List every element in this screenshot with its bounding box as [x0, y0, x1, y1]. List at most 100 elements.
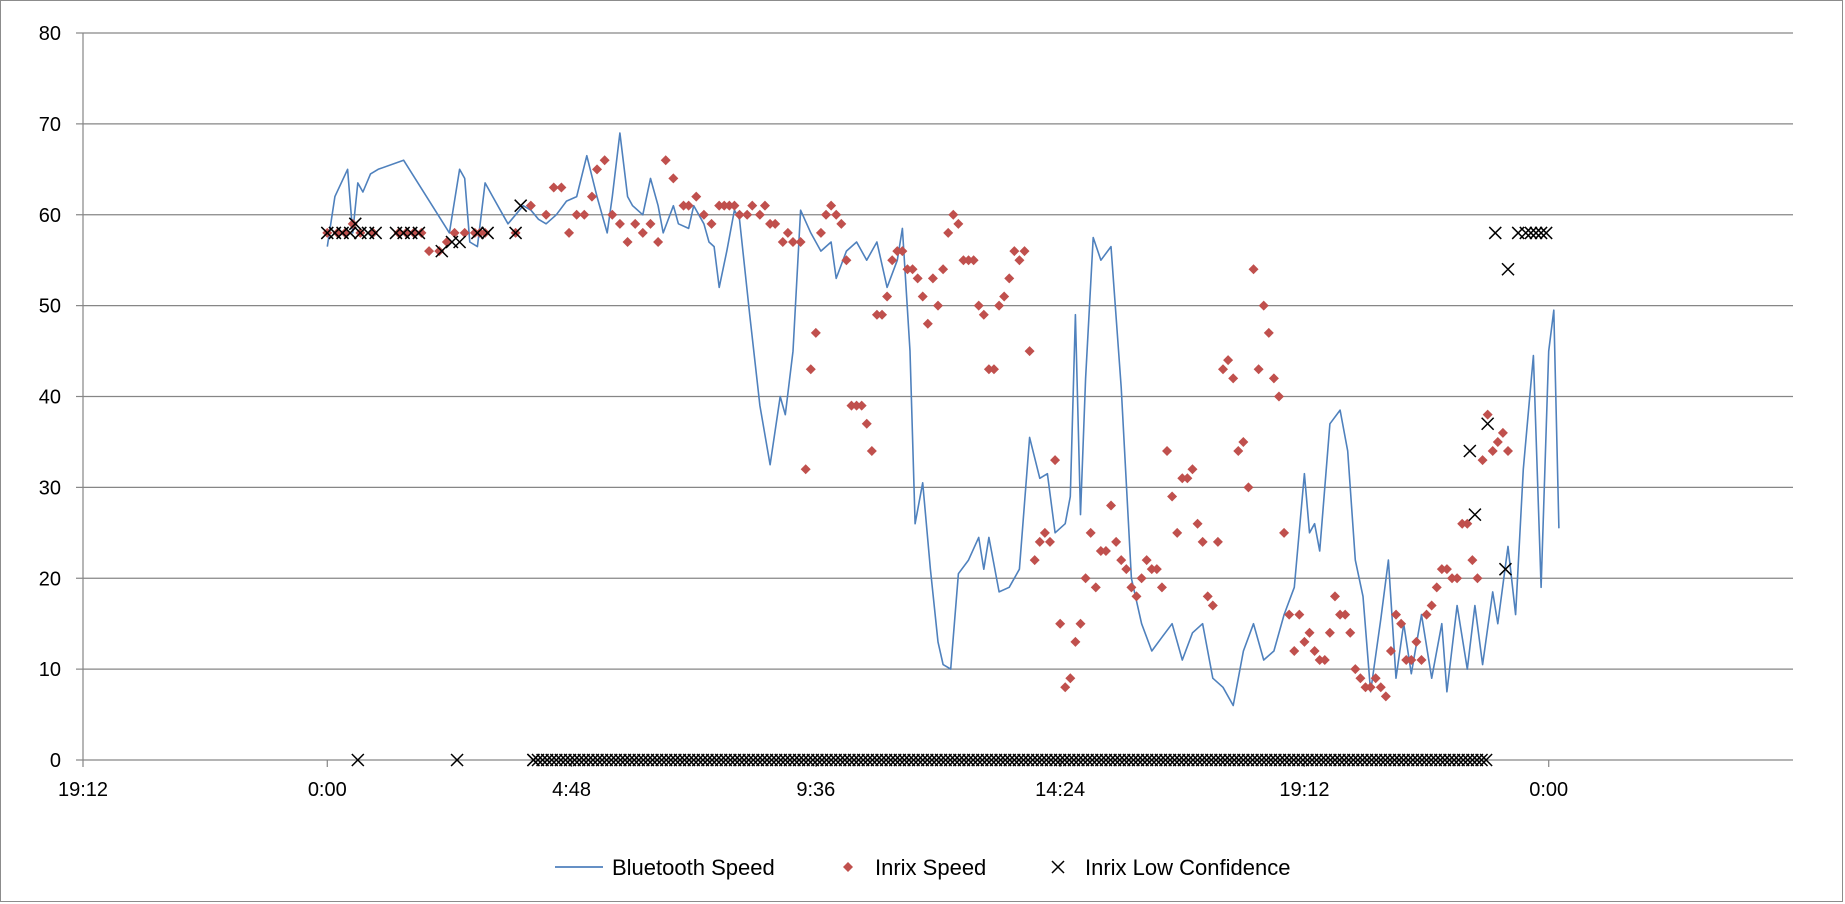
low-confidence-point	[1122, 753, 1136, 767]
inrix-speed-point	[1406, 655, 1417, 666]
low-confidence-point	[1259, 753, 1273, 767]
inrix-speed-point	[548, 182, 559, 193]
inrix-speed-point	[815, 227, 826, 238]
low-confidence-point	[1039, 753, 1053, 767]
inrix-speed-point	[698, 209, 709, 220]
inrix-speed-point	[887, 255, 898, 266]
low-confidence-point	[536, 753, 550, 767]
inrix-speed-point	[933, 300, 943, 311]
low-confidence-point	[1438, 753, 1452, 767]
low-confidence-point	[1003, 753, 1017, 767]
low-confidence-point	[1355, 753, 1369, 767]
low-confidence-point	[1213, 753, 1227, 767]
inrix-speed-point	[831, 209, 842, 220]
inrix-speed-point	[1233, 446, 1244, 457]
low-confidence-point	[1278, 753, 1292, 767]
legend-inrix-swatch	[843, 862, 853, 872]
low-confidence-point	[412, 226, 426, 240]
low-confidence-point	[1296, 753, 1310, 767]
low-confidence-point	[1140, 753, 1154, 767]
inrix-speed-point	[706, 218, 717, 229]
inrix-speed-point	[1436, 564, 1447, 575]
low-confidence-point	[815, 753, 829, 767]
low-confidence-point	[1076, 753, 1090, 767]
legend-inrix-label: Inrix Speed	[875, 855, 986, 880]
inrix-speed-point	[1391, 609, 1402, 620]
inrix-speed-point	[805, 364, 816, 375]
inrix-speed-point	[734, 209, 745, 220]
low-confidence-point	[874, 753, 889, 767]
inrix-speed-point	[1314, 655, 1325, 666]
inrix-speed-point	[724, 200, 735, 211]
low-confidence-point	[939, 753, 953, 767]
inrix-speed-point	[1289, 645, 1300, 656]
inrix-speed-point	[856, 400, 867, 411]
inrix-speed-point	[1151, 564, 1162, 575]
inrix-speed-point	[607, 209, 618, 220]
inrix-speed-point	[1050, 455, 1061, 466]
low-confidence-point	[1401, 753, 1415, 767]
low-confidence-point	[810, 753, 824, 767]
low-confidence-point	[994, 753, 1008, 767]
inrix-speed-point	[948, 209, 959, 220]
low-confidence-point	[1195, 753, 1209, 767]
low-confidence-point	[595, 753, 609, 767]
low-confidence-point	[806, 753, 820, 767]
low-confidence-point	[1016, 753, 1031, 767]
legend-low-confidence-label: Inrix Low Confidence	[1085, 855, 1290, 880]
inrix-speed-point	[958, 255, 969, 266]
low-confidence-point	[1529, 226, 1543, 240]
low-confidence-point	[929, 753, 944, 767]
low-confidence-point	[682, 753, 696, 767]
inrix-speed-point	[1401, 655, 1412, 666]
low-confidence-point	[801, 753, 815, 767]
inrix-speed-point	[637, 227, 648, 238]
inrix-speed-point	[1329, 591, 1340, 602]
inrix-speed-point	[1131, 591, 1142, 602]
x-tick-label: 19:12	[58, 779, 108, 801]
inrix-speed-point	[973, 300, 984, 311]
low-confidence-point	[1241, 753, 1255, 767]
low-confidence-point	[1424, 753, 1438, 767]
low-confidence-point	[989, 753, 1003, 767]
low-confidence-point	[1300, 753, 1315, 767]
y-tick-label: 30	[39, 477, 61, 499]
low-confidence-point	[980, 753, 994, 767]
low-confidence-point	[636, 753, 650, 767]
low-confidence-point	[760, 753, 774, 767]
inrix-speed-point	[1228, 373, 1239, 384]
inrix-speed-point	[1355, 673, 1366, 684]
inrix-speed-point	[902, 264, 913, 275]
low-confidence-point	[1442, 753, 1457, 767]
low-confidence-point	[902, 753, 916, 767]
inrix-speed-point	[564, 227, 575, 238]
low-confidence-point	[526, 753, 540, 767]
low-confidence-point	[884, 753, 898, 767]
low-confidence-point	[778, 753, 792, 767]
low-confidence-point	[545, 753, 559, 767]
inrix-speed-point	[1268, 373, 1279, 384]
low-confidence-point	[1305, 753, 1319, 767]
inrix-speed-point	[660, 155, 671, 166]
low-confidence-point	[975, 753, 989, 767]
y-tick-label: 0	[50, 750, 61, 772]
inrix-speed-point	[777, 237, 788, 248]
low-confidence-point	[604, 753, 618, 767]
low-confidence-point	[1337, 753, 1351, 767]
low-confidence-point	[1323, 753, 1337, 767]
inrix-speed-point	[1385, 645, 1396, 656]
low-confidence-point	[1191, 753, 1205, 767]
inrix-speed-point	[1116, 555, 1127, 566]
low-confidence-point	[1519, 226, 1533, 240]
low-confidence-point	[369, 226, 383, 240]
inrix-speed-point	[1085, 527, 1096, 538]
inrix-speed-point	[1034, 536, 1045, 547]
inrix-speed-point	[1172, 527, 1183, 538]
x-tick-label: 0:00	[1529, 779, 1568, 801]
low-confidence-point	[911, 753, 925, 767]
low-confidence-point	[1524, 226, 1538, 240]
inrix-speed-point	[459, 227, 470, 238]
low-confidence-point	[1406, 753, 1420, 767]
low-confidence-point	[833, 753, 847, 767]
low-confidence-point	[659, 753, 673, 767]
